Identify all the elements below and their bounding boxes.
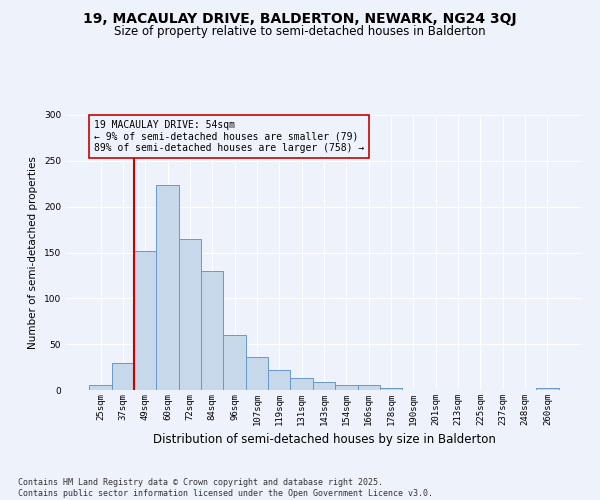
Text: 19 MACAULAY DRIVE: 54sqm
← 9% of semi-detached houses are smaller (79)
89% of se: 19 MACAULAY DRIVE: 54sqm ← 9% of semi-de… — [94, 120, 364, 153]
Bar — [290, 378, 313, 390]
Bar — [223, 335, 246, 390]
Bar — [380, 388, 402, 390]
Y-axis label: Number of semi-detached properties: Number of semi-detached properties — [28, 156, 38, 349]
Text: 19, MACAULAY DRIVE, BALDERTON, NEWARK, NG24 3QJ: 19, MACAULAY DRIVE, BALDERTON, NEWARK, N… — [83, 12, 517, 26]
Text: Contains HM Land Registry data © Crown copyright and database right 2025.
Contai: Contains HM Land Registry data © Crown c… — [18, 478, 433, 498]
X-axis label: Distribution of semi-detached houses by size in Balderton: Distribution of semi-detached houses by … — [152, 434, 496, 446]
Bar — [157, 184, 179, 390]
Bar — [536, 388, 559, 390]
Bar — [179, 239, 201, 390]
Bar — [335, 384, 358, 390]
Bar — [201, 271, 223, 390]
Bar — [112, 362, 134, 390]
Bar — [134, 250, 157, 390]
Bar — [89, 386, 112, 390]
Bar — [246, 357, 268, 390]
Text: Size of property relative to semi-detached houses in Balderton: Size of property relative to semi-detach… — [114, 25, 486, 38]
Bar — [313, 382, 335, 390]
Bar — [358, 386, 380, 390]
Bar — [268, 370, 290, 390]
